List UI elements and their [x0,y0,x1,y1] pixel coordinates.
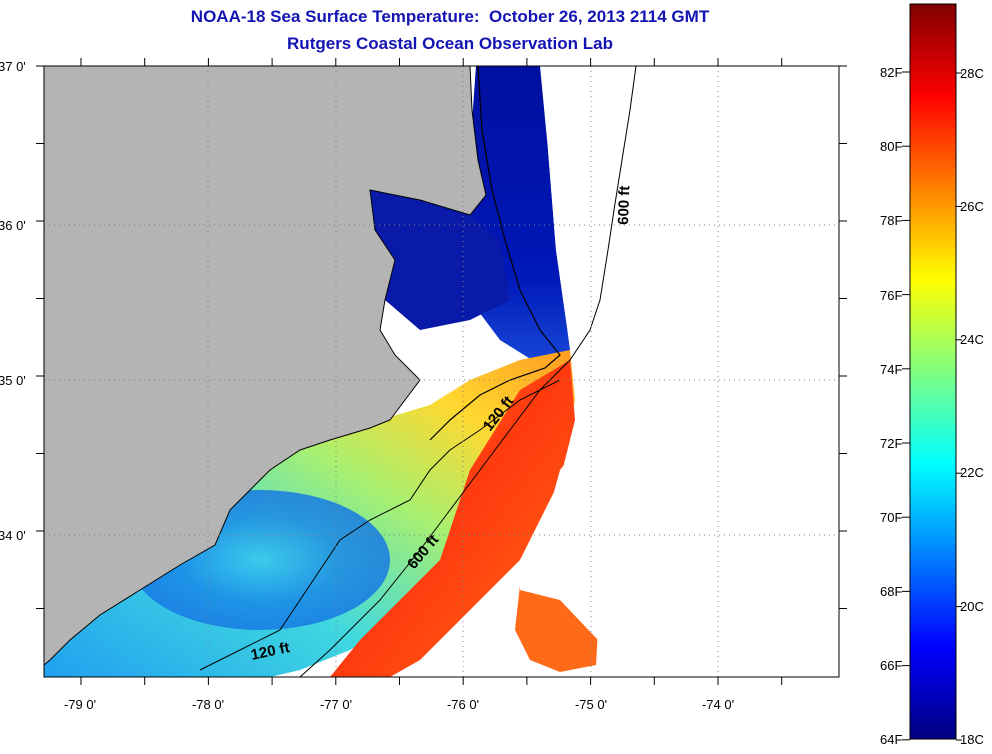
lon-label: -79 0' [64,697,96,712]
isobath-120ft [199,379,561,671]
colorbar-c-label: 18C [960,732,984,747]
lon-label: -78 0' [192,697,224,712]
colorbar-f-label: 76F [880,288,902,303]
colorbar-c-label: 20C [960,599,984,614]
cloud-cover [520,380,839,677]
lon-label: -77 0' [320,697,352,712]
colorbar-c-label: 24C [960,332,984,347]
colorbar-f-label: 68F [880,584,902,599]
lon-label: -76 0' [447,697,479,712]
outer-banks [429,66,561,441]
lat-label: 34 0' [0,528,26,543]
lat-label: 36 0' [0,218,26,233]
colorbar-ticks [902,71,962,741]
colorbar-f-label: 74F [880,362,902,377]
cloud-cover-north [548,66,839,420]
colorbar-f-label: 82F [880,65,902,80]
colorbar-f-label: 70F [880,510,902,525]
isobath-600ft [299,66,637,677]
colorbar [909,3,957,740]
colorbar-c-label: 22C [960,465,984,480]
lat-label: 35 0' [0,373,26,388]
axis-ticks [36,58,847,685]
colorbar-f-label: 66F [880,658,902,673]
colorbar-c-label: 26C [960,199,984,214]
map-title: NOAA-18 Sea Surface Temperature: October… [190,7,710,26]
lat-label: 37 0' [0,59,26,74]
colorbar-c-label: 28C [960,66,984,81]
colorbar-f-label: 64F [880,732,902,747]
map-border [43,65,840,678]
lon-label: -75 0' [575,697,607,712]
lon-label: -74 0' [702,697,734,712]
colorbar-f-label: 80F [880,139,902,154]
graticule [44,66,839,677]
gulf-stream-warm [330,360,575,677]
land-north-carolina [44,66,487,666]
colorbar-f-label: 72F [880,436,902,451]
colorbar-f-label: 78F [880,213,902,228]
map-subtitle: Rutgers Coastal Ocean Observation Lab [287,34,613,53]
contour-label-600ft: 600 ft [615,185,633,225]
